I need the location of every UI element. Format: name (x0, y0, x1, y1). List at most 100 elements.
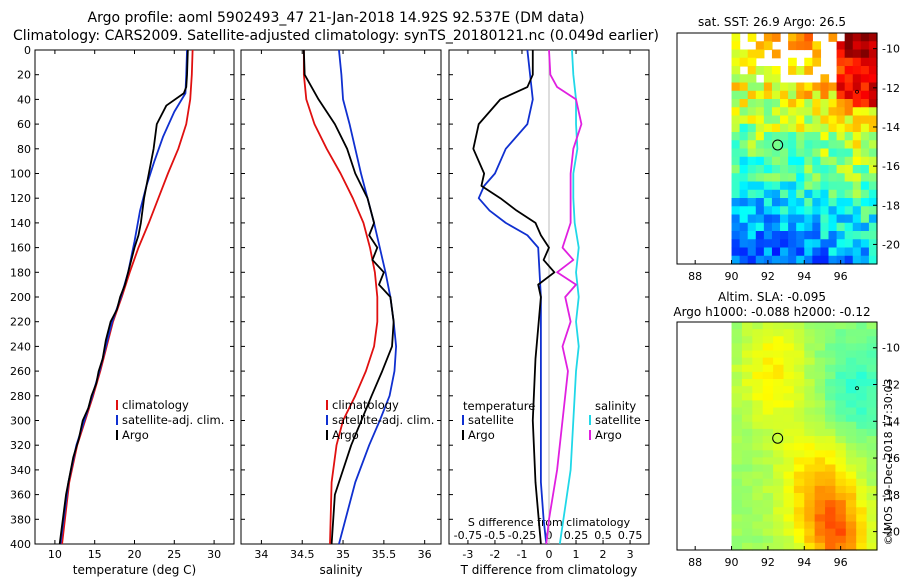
g-map2-cell (741, 507, 753, 515)
g-map1-cell (852, 123, 862, 133)
g-map1-cell (812, 148, 822, 158)
g-map2-cell (835, 428, 847, 437)
g-map1-cell (860, 90, 870, 100)
temperature-ytick-label: 280 (10, 390, 31, 403)
difference-top-xtick-label: -0.25 (508, 529, 536, 542)
g-map2-cell (825, 371, 837, 380)
g-map2-cell (825, 357, 837, 366)
g-map1-cell (739, 247, 749, 257)
temperature-ytick-label: 360 (10, 489, 31, 502)
g-map1-cell (739, 165, 749, 174)
g-map1-cell (731, 255, 741, 265)
g-map2-cell (835, 521, 847, 530)
g-map1-cell (739, 198, 749, 207)
g-map2-cell (783, 542, 795, 551)
g-map2-cell (825, 507, 837, 515)
g-map1-cell (747, 247, 757, 257)
g-map2-cell (856, 400, 868, 409)
g-map1-cell (844, 33, 854, 42)
g-map1-cell (771, 107, 781, 117)
g-map1-cell (868, 132, 878, 141)
g-map1-cell (820, 148, 830, 158)
g-map2-cell (804, 421, 816, 430)
diff-legend-sal-label: Argo (595, 428, 622, 442)
figure-title-line2: Climatology: CARS2009. Satellite-adjuste… (13, 28, 659, 44)
g-map1-cell (868, 148, 878, 158)
g-map2-cell (866, 500, 878, 508)
g-map1-cell (868, 222, 878, 232)
g-map1-cell (844, 41, 854, 51)
g-map2-cell (731, 528, 743, 537)
g-map1-cell (771, 198, 781, 207)
g-map1-cell (860, 247, 870, 257)
g-map2-cell (741, 329, 753, 337)
g-map1-cell (828, 132, 838, 141)
g-map2-cell (783, 357, 795, 366)
g-map2-cell (783, 478, 795, 487)
g-map1-cell (844, 49, 854, 59)
g-map2-cell (783, 436, 795, 444)
g-map2-cell (762, 343, 774, 352)
g-map2-cell (741, 436, 753, 444)
g-map2-cell (731, 343, 743, 352)
g-map2-cell (814, 350, 826, 359)
g-map2-cell (856, 371, 868, 380)
g-map1-cell (844, 74, 854, 84)
g-map2-cell (762, 514, 774, 523)
g-map1-cell (820, 255, 830, 265)
g-map1-cell (860, 66, 870, 75)
g-map2-cell (856, 436, 868, 444)
g-map1-cell (812, 156, 822, 166)
g-map1-cell (844, 255, 854, 265)
g-map2-argo-marker (772, 432, 784, 444)
g-map1-cell (747, 57, 757, 67)
g-map2-xtick-label: 88 (688, 556, 702, 569)
g-map2-cell (741, 407, 753, 416)
g-map1-ytick-label: -16 (882, 160, 900, 173)
g-map2-cell (741, 350, 753, 359)
g-map2-cell (773, 357, 785, 366)
difference-top-xtick-label: -0.5 (484, 529, 505, 542)
g-map1-cell (828, 123, 838, 133)
g-map2-cell (845, 443, 857, 451)
g-map1-cell (780, 214, 789, 224)
g-map2-cell (762, 528, 774, 537)
g-map1-cell (844, 222, 854, 232)
g-map2-cell (866, 485, 878, 494)
g-map2-cell (762, 407, 774, 416)
g-map2-cell (856, 357, 868, 366)
g-map1-cell (844, 57, 854, 67)
g-map2-cell (814, 514, 826, 523)
g-map1-cell (812, 181, 822, 191)
g-map2-cell (793, 443, 805, 451)
g-map1-cell (804, 99, 813, 108)
g-map2-cell (752, 443, 764, 451)
g-map1-cell (820, 181, 830, 191)
g-map1-cell (739, 107, 749, 117)
g-map1-cell (739, 74, 749, 84)
g-map1-cell (788, 247, 797, 257)
g-map2-cell (731, 400, 743, 409)
g-map2-cell (752, 407, 764, 416)
g-map2-cell (804, 514, 816, 523)
g-map2-cell (845, 336, 857, 344)
g-map2-cell (731, 393, 743, 401)
g-map2-cell (752, 521, 764, 530)
temperature-xtick-label: 15 (88, 548, 102, 561)
g-map1-cell (868, 115, 878, 125)
temperature-ytick-label: 20 (17, 69, 31, 82)
g-map2-cell (783, 507, 795, 515)
g-map1-cell (755, 41, 765, 51)
g-map1-cell (780, 222, 789, 232)
g-map1-cell (804, 148, 813, 158)
g-map1-cell (788, 33, 797, 42)
g-map2-cell (741, 485, 753, 494)
g-map1-cell (804, 181, 813, 191)
g-map2-cell (773, 322, 785, 330)
g-map1-cell (860, 181, 870, 191)
g-map1-cell (844, 132, 854, 141)
g-map2-cell (814, 364, 826, 373)
g-map1-cell (763, 66, 773, 75)
g-map2-cell (773, 350, 785, 359)
difference-series-s-argo (545, 49, 583, 545)
